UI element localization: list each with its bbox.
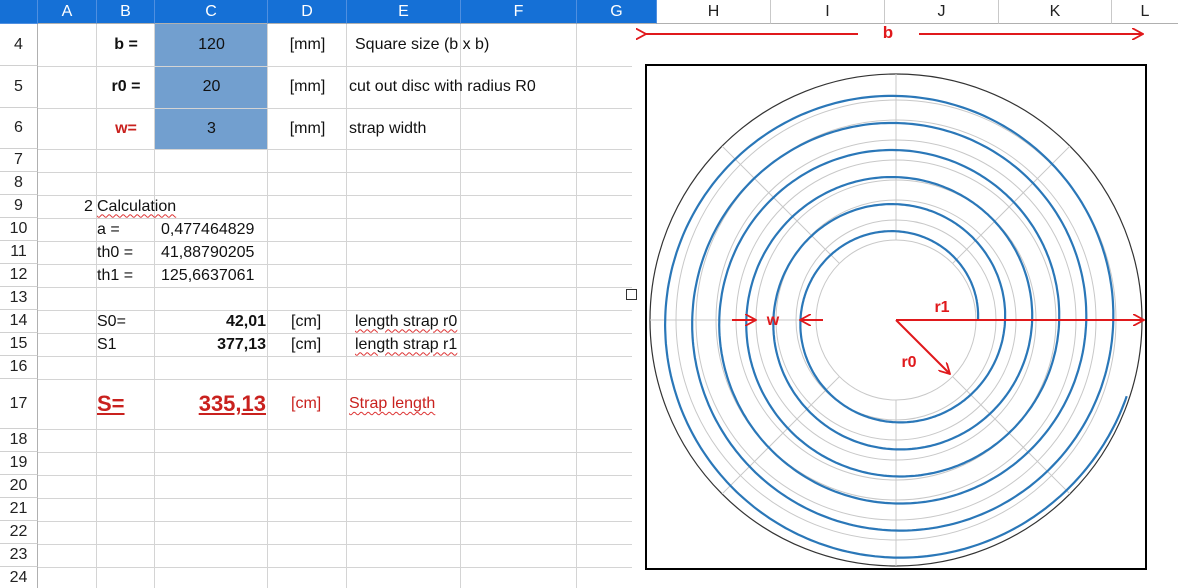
row-header-15[interactable]: 15 bbox=[0, 333, 38, 356]
column-header-d[interactable]: D bbox=[268, 0, 347, 24]
s0-desc[interactable]: length strap r0 bbox=[355, 310, 457, 333]
r1-annotation: r1 bbox=[896, 299, 1144, 320]
calc-a-value[interactable]: 0,477464829 bbox=[161, 220, 255, 238]
row-header-24[interactable]: 24 bbox=[0, 567, 38, 588]
desc-b[interactable]: Square size (b x b) bbox=[355, 24, 489, 66]
calc-heading[interactable]: Calculation bbox=[97, 195, 176, 218]
label-r0[interactable]: r0 = bbox=[111, 78, 141, 95]
s1-value[interactable]: 377,13 bbox=[217, 335, 266, 353]
row-header-22[interactable]: 22 bbox=[0, 521, 38, 544]
row-header-5[interactable]: 5 bbox=[0, 66, 38, 108]
image-resize-handle[interactable] bbox=[626, 289, 637, 300]
unit-w[interactable]: [mm] bbox=[289, 119, 326, 137]
s0-label[interactable]: S0= bbox=[97, 312, 126, 330]
unit-b[interactable]: [mm] bbox=[289, 36, 326, 53]
spiral-diagram[interactable]: b w r1 r0 bbox=[636, 18, 1166, 578]
label-r1: r1 bbox=[934, 299, 949, 316]
label-b-dimension: b bbox=[883, 23, 893, 42]
s1-desc[interactable]: length strap r1 bbox=[355, 333, 457, 356]
unit-r0[interactable]: [mm] bbox=[289, 78, 326, 95]
w-annotation: w bbox=[732, 312, 823, 329]
s1-desc-text: length strap r1 bbox=[355, 335, 458, 353]
row-header-4[interactable]: 4 bbox=[0, 24, 38, 66]
spiral-strap bbox=[663, 94, 1128, 559]
input-w-value[interactable]: 3 bbox=[207, 119, 216, 137]
row-header-20[interactable]: 20 bbox=[0, 475, 38, 498]
column-header-h[interactable]: H bbox=[657, 0, 771, 24]
row-header-11[interactable]: 11 bbox=[0, 241, 38, 264]
s-desc[interactable]: Strap length bbox=[349, 379, 435, 429]
s0-unit[interactable]: [cm] bbox=[291, 312, 322, 330]
column-header-k[interactable]: K bbox=[999, 0, 1112, 24]
desc-b-text: Square size (b x b) bbox=[355, 36, 490, 53]
s1-unit[interactable]: [cm] bbox=[291, 335, 322, 353]
row-header-17[interactable]: 17 bbox=[0, 379, 38, 429]
calc-th0-value[interactable]: 41,88790205 bbox=[161, 243, 255, 261]
calc-th1-value[interactable]: 125,6637061 bbox=[161, 266, 255, 284]
desc-r0-text: cut out disc with radius R0 bbox=[349, 78, 536, 95]
column-header-l[interactable]: L bbox=[1112, 0, 1178, 24]
column-header-j[interactable]: J bbox=[885, 0, 999, 24]
column-header-c[interactable]: C bbox=[155, 0, 268, 24]
r0-annotation: r0 bbox=[895, 319, 950, 374]
column-header-f[interactable]: F bbox=[461, 0, 577, 24]
row-header-12[interactable]: 12 bbox=[0, 264, 38, 287]
s1-label[interactable]: S1 bbox=[97, 335, 117, 353]
calc-th0-label[interactable]: th0 = bbox=[97, 243, 134, 261]
calc-th1-label[interactable]: th1 = bbox=[97, 266, 134, 284]
grid-spoke bbox=[721, 376, 840, 495]
label-w-dimension: w bbox=[766, 312, 780, 329]
calc-a-label[interactable]: a = bbox=[97, 220, 120, 238]
row-header-10[interactable]: 10 bbox=[0, 218, 38, 241]
column-header-i[interactable]: I bbox=[771, 0, 885, 24]
column-header-b[interactable]: B bbox=[97, 0, 155, 24]
select-all-corner[interactable] bbox=[0, 0, 38, 24]
row-header-13[interactable]: 13 bbox=[0, 287, 38, 310]
desc-w-text: strap width bbox=[349, 119, 427, 137]
row-header-14[interactable]: 14 bbox=[0, 310, 38, 333]
row-header-9[interactable]: 9 bbox=[0, 195, 38, 218]
row-header-21[interactable]: 21 bbox=[0, 498, 38, 521]
input-r0-value[interactable]: 20 bbox=[202, 78, 221, 95]
s-desc-text: Strap length bbox=[349, 395, 436, 412]
row-header-7[interactable]: 7 bbox=[0, 149, 38, 172]
row-header-18[interactable]: 18 bbox=[0, 429, 38, 452]
row-header-8[interactable]: 8 bbox=[0, 172, 38, 195]
row-header-16[interactable]: 16 bbox=[0, 356, 38, 379]
s-unit[interactable]: [cm] bbox=[291, 395, 322, 412]
input-cells-fill bbox=[155, 24, 268, 149]
s-value[interactable]: 335,13 bbox=[198, 391, 266, 416]
label-w[interactable]: w= bbox=[115, 119, 137, 137]
calc-heading-text: Calculation bbox=[97, 197, 177, 215]
desc-r0[interactable]: cut out disc with radius R0 bbox=[349, 66, 536, 108]
grid-spoke bbox=[952, 145, 1071, 264]
column-header-g[interactable]: G bbox=[577, 0, 657, 24]
label-b[interactable]: b = bbox=[114, 36, 138, 53]
s0-value[interactable]: 42,01 bbox=[225, 312, 266, 330]
s-label[interactable]: S= bbox=[97, 391, 125, 416]
calc-heading-number[interactable]: 2 bbox=[84, 197, 93, 215]
column-header-e[interactable]: E bbox=[347, 0, 461, 24]
s0-desc-text: length strap r0 bbox=[355, 312, 458, 330]
row-header-23[interactable]: 23 bbox=[0, 544, 38, 567]
row-header-19[interactable]: 19 bbox=[0, 452, 38, 475]
label-r0: r0 bbox=[901, 354, 916, 371]
grid-spoke bbox=[721, 145, 840, 264]
width-b-annotation: b bbox=[646, 23, 1143, 42]
grid-spoke bbox=[952, 376, 1071, 495]
input-b-value[interactable]: 120 bbox=[198, 36, 225, 53]
row-header-6[interactable]: 6 bbox=[0, 108, 38, 149]
column-header-a[interactable]: A bbox=[38, 0, 97, 24]
desc-w[interactable]: strap width bbox=[349, 108, 426, 149]
